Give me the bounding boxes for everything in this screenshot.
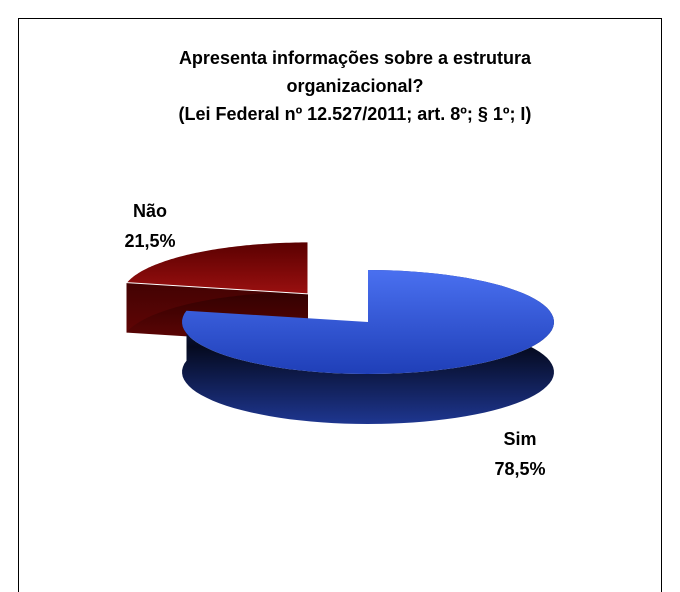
slice-label: Não (133, 201, 167, 221)
plot-border (18, 18, 662, 592)
pie-slice (182, 270, 554, 424)
slice-label: Sim (503, 429, 536, 449)
slice-value-label: 21,5% (124, 231, 175, 251)
slice-top (125, 241, 309, 295)
slice-value-label: 78,5% (494, 459, 545, 479)
chart-title: Apresenta informações sobre a estrutura … (178, 48, 532, 96)
chart-subtitle: (Lei Federal nº 12.527/2011; art. 8º; § … (178, 104, 532, 124)
slice-top (182, 270, 554, 374)
